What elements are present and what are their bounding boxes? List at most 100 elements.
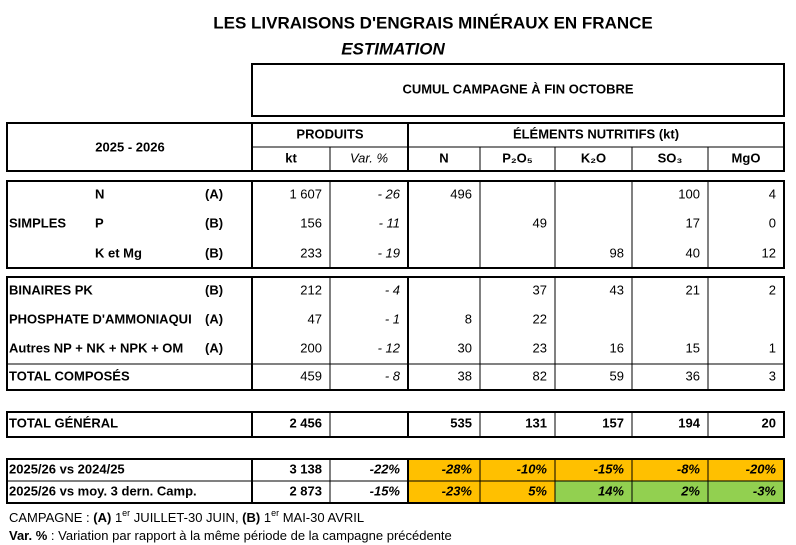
footnote-part: Var. % [9,528,48,543]
footnote-part: MAI-30 AVRIL [279,510,364,525]
group-label: SIMPLES [9,215,66,230]
row-code: (B) [205,282,223,297]
cell: 47 [308,311,322,326]
cell-fill [555,459,632,481]
cell-fill [708,459,784,481]
row-code: (B) [205,245,223,260]
cell: 194 [678,415,700,430]
row-label: Autres NP + NK + NPK + OM [9,340,183,355]
cell: -8% [677,461,701,476]
cell: 3 138 [289,461,322,476]
footnote-part: 1 [260,510,271,525]
cell: - 19 [378,245,400,260]
cell: 3 [769,368,776,383]
cell: 459 [300,368,322,383]
cell: 22 [533,311,547,326]
footnote-part: 1 [111,510,122,525]
cell: -22% [370,461,401,476]
period: 2025 - 2026 [95,139,164,154]
cell: 2 873 [289,483,322,498]
cell: 37 [533,282,547,297]
block [6,180,785,269]
row-label: BINAIRES PK [9,282,93,297]
cell: -15% [370,483,401,498]
row-code: (A) [205,311,223,326]
box [251,63,785,117]
cell: 14% [598,483,624,498]
subtitle: ESTIMATION [341,39,445,58]
cell: 2 [769,282,776,297]
cell: 8 [465,311,472,326]
cell: 16 [610,340,624,355]
cell: 36 [686,368,700,383]
cell: 535 [450,415,472,430]
column-header: kt [285,150,297,165]
column-header: K₂O [581,150,606,165]
cell: 12 [762,245,776,260]
cell: 233 [300,245,322,260]
column-header: SO₃ [658,150,683,165]
row-label: K et Mg [95,245,142,260]
column-header: N [439,150,448,165]
column-header: P₂O₅ [502,150,533,165]
cell: -10% [517,461,548,476]
column-header: Var. % [350,150,388,165]
cell: 30 [458,340,472,355]
row-label: 2025/26 vs moy. 3 dern. Camp. [9,483,197,498]
cell: 1 607 [289,186,322,201]
title: LES LIVRAISONS D'ENGRAIS MINÉRAUX EN FRA… [213,13,652,32]
footnote-part: CAMPAGNE : [9,510,93,525]
cell: 59 [610,368,624,383]
row-label: 2025/26 vs 2024/25 [9,461,125,476]
cell: 157 [602,415,624,430]
row-label: TOTAL COMPOSÉS [9,368,130,383]
cell-fill [708,481,784,503]
cell: 212 [300,282,322,297]
cell-fill [480,459,555,481]
row-code: (A) [205,186,223,201]
cell: 5% [528,483,547,498]
cell-fill [555,481,632,503]
row-label: P [95,215,104,230]
cell: 20 [762,415,776,430]
cell-fill [632,459,708,481]
cell: - 4 [385,282,400,297]
box-label: CUMUL CAMPAGNE À FIN OCTOBRE [402,81,633,96]
cell: - 11 [379,215,400,230]
cell: -20% [746,461,777,476]
cell: 49 [533,215,547,230]
row-label: TOTAL GÉNÉRAL [9,415,118,430]
cell: 43 [610,282,624,297]
footnote-part: er [122,508,130,518]
cell: 21 [686,282,700,297]
row-code: (A) [205,340,223,355]
cell: -28% [442,461,473,476]
cell: 17 [686,215,700,230]
footnote-part: (B) [242,510,260,525]
cell: 0 [769,215,776,230]
row-code: (B) [205,215,223,230]
cell: - 1 [385,311,400,326]
cell: 1 [769,340,776,355]
footnote: Var. % : Variation par rapport à la même… [9,528,452,543]
cell: 98 [610,245,624,260]
cell-fill [408,481,480,503]
footnote-part: (A) [93,510,111,525]
cell: 2 456 [289,415,322,430]
cell: 82 [533,368,547,383]
cell: 200 [300,340,322,355]
cell: 131 [525,415,547,430]
footnote: CAMPAGNE : (A) 1er JUILLET-30 JUIN, (B) … [9,508,364,525]
row-label: N [95,186,104,201]
cell: 496 [450,186,472,201]
footnote-part: JUILLET-30 JUIN, [130,510,242,525]
cell: - 8 [385,368,401,383]
group-header: ÉLÉMENTS NUTRITIFS (kt) [513,126,679,141]
cell: - 12 [378,340,401,355]
cell: 23 [533,340,547,355]
cell: 100 [678,186,700,201]
row-label: PHOSPHATE D'AMMONIAQUI [9,311,192,326]
cell: - 26 [378,186,401,201]
